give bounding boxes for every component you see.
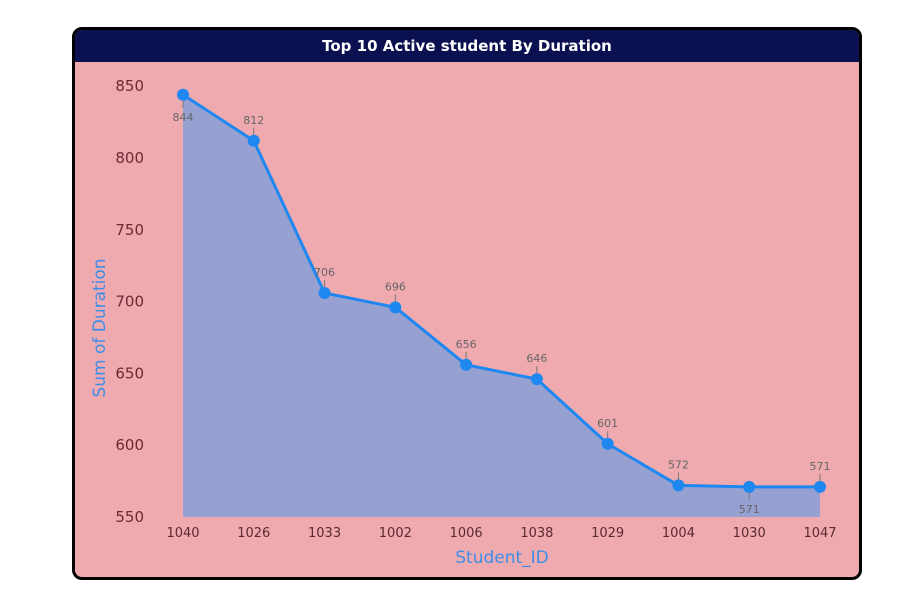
y-tick-label: 800 <box>115 149 144 167</box>
chart-title: Top 10 Active student By Duration <box>75 30 859 62</box>
data-label: 571 <box>810 460 831 473</box>
data-label: 646 <box>526 352 547 365</box>
data-markers <box>177 88 826 493</box>
data-point <box>460 358 473 371</box>
area-fill <box>183 94 820 517</box>
series-line <box>182 93 820 489</box>
x-tick-label: 1029 <box>591 526 624 541</box>
data-point <box>389 301 402 314</box>
data-point <box>318 286 331 299</box>
x-axis-title: Student_ID <box>455 548 549 568</box>
x-tick-label: 1002 <box>379 526 412 541</box>
data-label: 844 <box>173 111 194 124</box>
data-point <box>247 134 260 147</box>
data-point <box>177 88 189 101</box>
y-tick-label: 550 <box>115 508 144 526</box>
x-tick-label: 1004 <box>662 526 695 541</box>
data-label: 656 <box>456 338 477 351</box>
x-axis: 1040 1026 1033 1002 1006 1038 1029 1004 1030 1047 <box>166 526 836 541</box>
y-tick-label: 850 <box>115 77 144 95</box>
data-point <box>743 480 756 493</box>
x-tick-label: 1040 <box>166 526 199 541</box>
y-tick-label: 700 <box>115 293 144 311</box>
data-labels: 844 812 706 696 656 646 601 572 571 571 <box>173 100 831 516</box>
data-point <box>530 373 543 386</box>
data-label: 571 <box>739 503 760 516</box>
y-axis: 550 600 650 700 750 800 850 <box>115 77 144 526</box>
x-tick-label: 1038 <box>520 526 553 541</box>
data-label: 706 <box>314 266 335 279</box>
data-label: 601 <box>597 417 618 430</box>
x-tick-label: 1047 <box>803 526 836 541</box>
data-label: 572 <box>668 458 689 471</box>
y-tick-label: 600 <box>115 436 144 454</box>
data-point <box>601 437 614 450</box>
chart-card: Top 10 Active student By Duration 550 600… <box>72 27 862 580</box>
y-tick-label: 650 <box>115 364 144 382</box>
x-tick-label: 1033 <box>308 526 341 541</box>
data-label: 812 <box>243 114 264 127</box>
y-tick-label: 750 <box>115 221 144 239</box>
x-tick-label: 1026 <box>237 526 270 541</box>
data-label: 696 <box>385 280 406 293</box>
data-point <box>672 479 685 492</box>
x-tick-label: 1030 <box>733 526 766 541</box>
y-axis-title: Sum of Duration <box>90 258 110 397</box>
data-point <box>814 480 826 493</box>
x-tick-label: 1006 <box>450 526 483 541</box>
